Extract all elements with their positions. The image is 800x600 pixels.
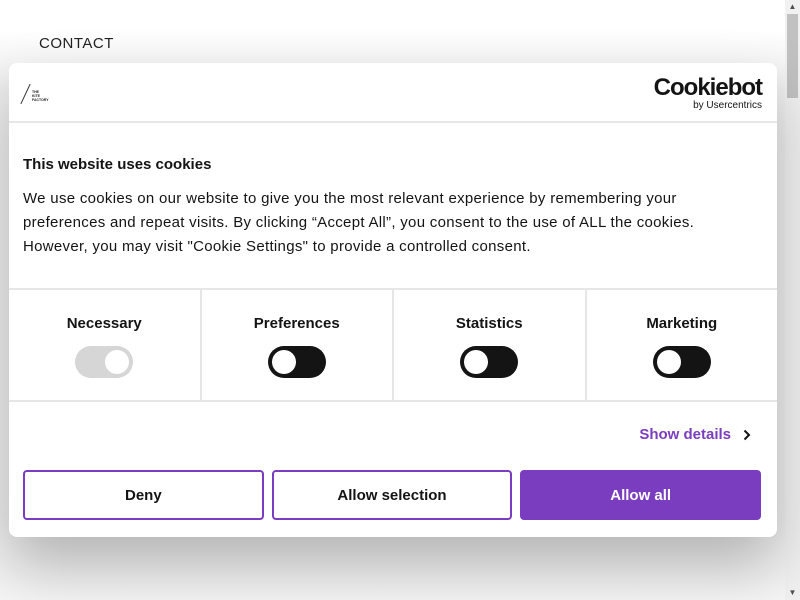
category-necessary: Necessary: [9, 290, 202, 400]
preferences-toggle[interactable]: [267, 346, 326, 378]
deny-button[interactable]: Deny: [23, 470, 264, 520]
cookie-categories: Necessary Preferences Statistics Marketi…: [9, 288, 777, 402]
category-preferences: Preferences: [202, 290, 394, 400]
category-label: Preferences: [253, 315, 340, 332]
scrollbar-thumb[interactable]: [787, 14, 798, 98]
nav-contact-link[interactable]: CONTACT: [39, 35, 114, 52]
scrollbar[interactable]: ▲ ▼: [785, 0, 800, 600]
cookie-consent-dialog: THE KITE FACTORY Cookiebot by Usercentrics…: [9, 63, 777, 537]
show-details-link[interactable]: Show details: [639, 426, 751, 443]
category-label: Marketing: [646, 315, 718, 332]
marketing-toggle[interactable]: [652, 346, 711, 378]
scroll-up-icon[interactable]: ▲: [788, 2, 797, 11]
cookiebot-sub: by Usercentrics: [693, 100, 762, 111]
show-details-label: Show details: [639, 426, 731, 443]
allow-all-button[interactable]: Allow all: [520, 470, 762, 520]
cookiebot-logo: Cookiebot by Usercentrics: [653, 74, 763, 112]
statistics-toggle[interactable]: [460, 346, 519, 378]
cookiebot-name: Cookiebot: [653, 74, 763, 101]
category-label: Necessary: [66, 315, 142, 332]
chevron-right-icon: [743, 429, 751, 440]
necessary-toggle: [75, 346, 134, 378]
allow-selection-button[interactable]: Allow selection: [271, 470, 513, 520]
dialog-text: We use cookies on our website to give yo…: [23, 190, 695, 255]
scroll-down-icon[interactable]: ▼: [788, 588, 797, 597]
brand-logo: THE KITE FACTORY: [20, 81, 53, 107]
dialog-title: This website uses cookies: [23, 156, 212, 173]
dialog-header: THE KITE FACTORY Cookiebot by Usercentrics: [9, 63, 777, 123]
category-statistics: Statistics: [394, 290, 587, 400]
category-marketing: Marketing: [587, 290, 778, 400]
category-label: Statistics: [455, 315, 523, 332]
